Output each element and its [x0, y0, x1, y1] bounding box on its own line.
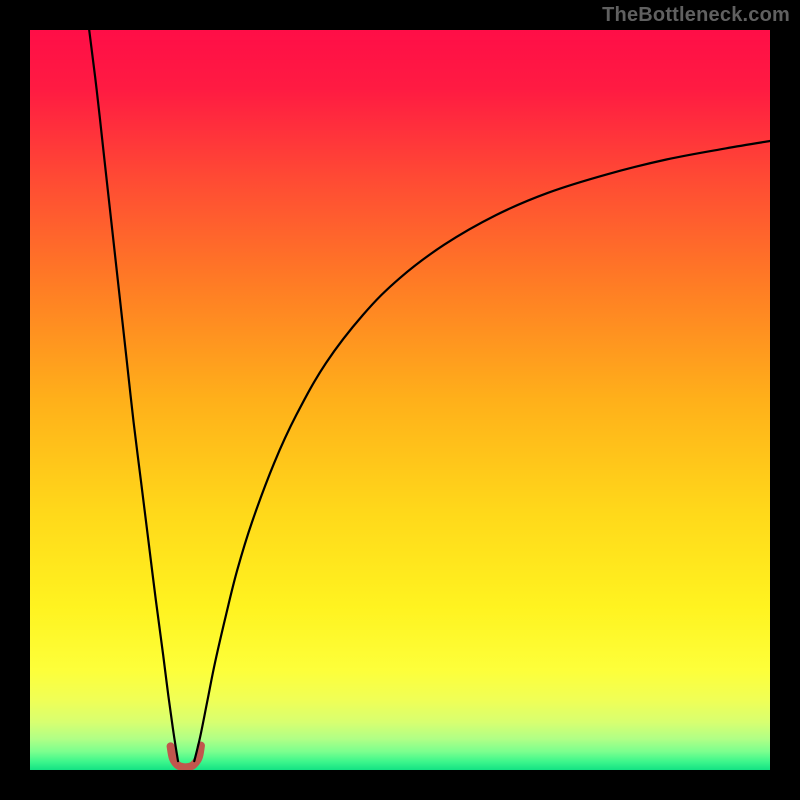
- gradient-background: [30, 30, 770, 770]
- watermark-text: TheBottleneck.com: [602, 4, 790, 27]
- chart-root: { "canvas": { "width": 800, "height": 80…: [0, 0, 800, 800]
- plot-area: [30, 30, 770, 770]
- bottleneck-chart-svg: [30, 30, 770, 770]
